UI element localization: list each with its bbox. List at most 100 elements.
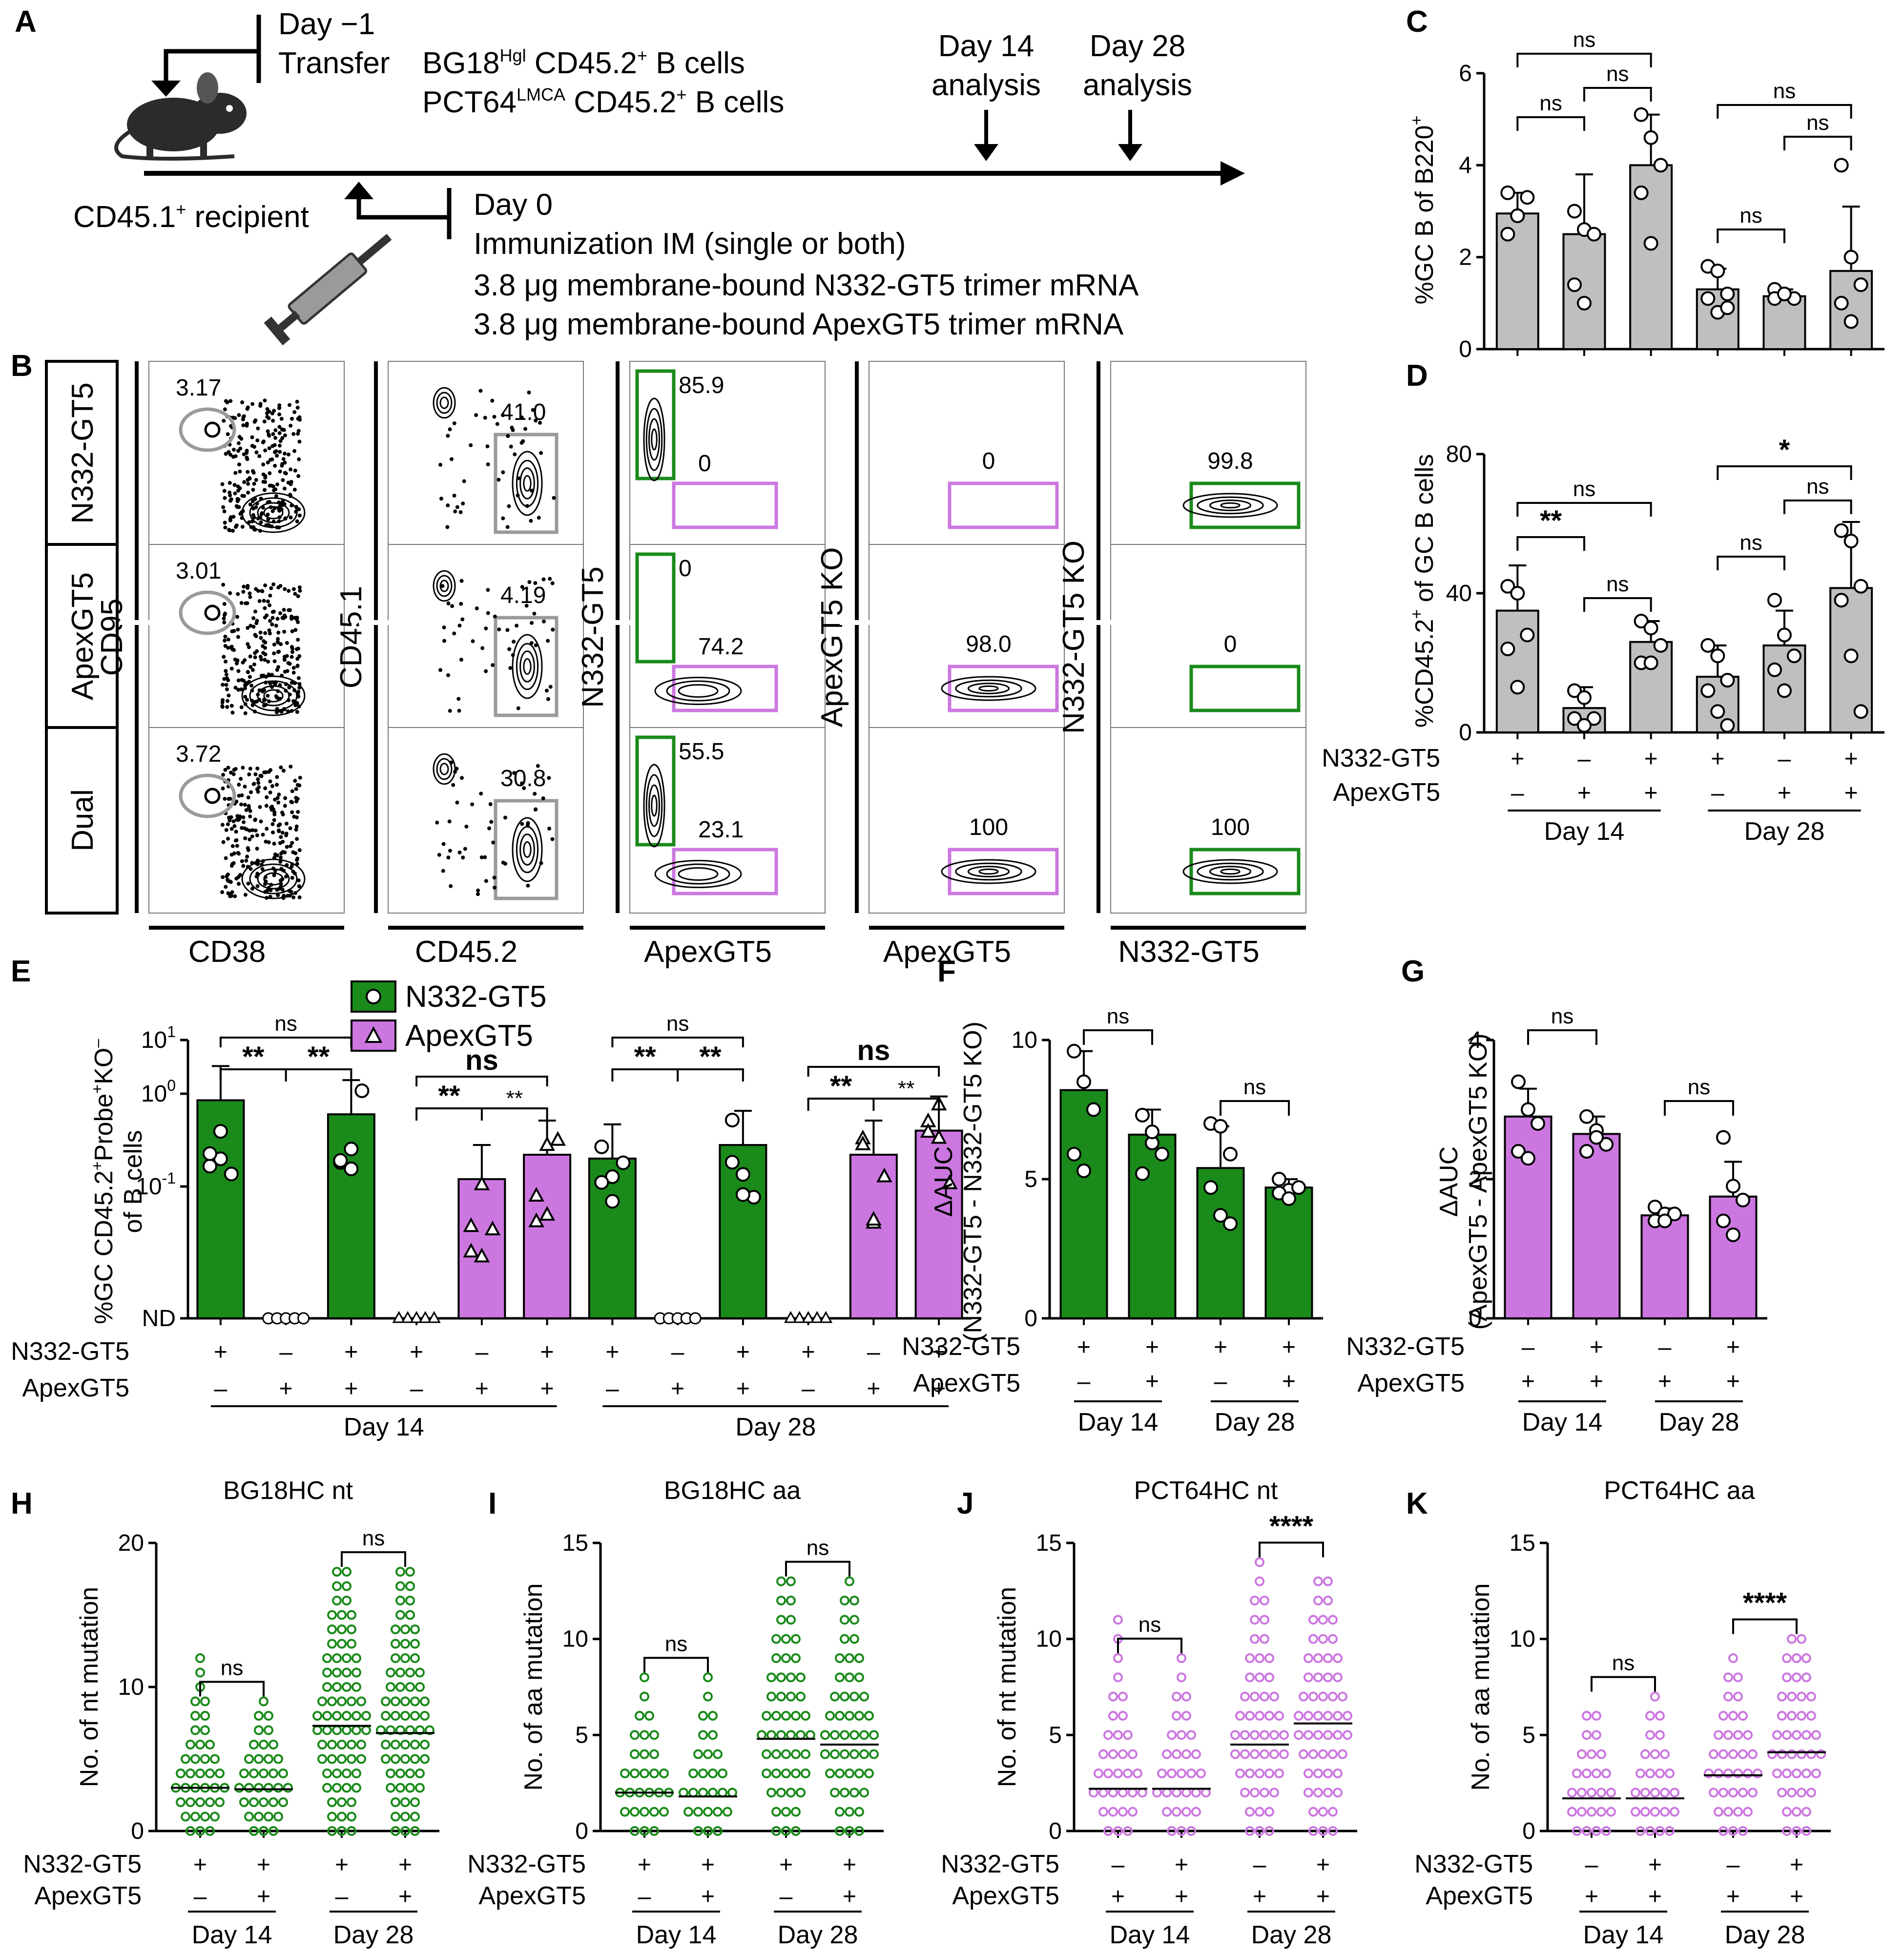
flow-event — [248, 829, 252, 833]
day14-analysis-2: analysis — [931, 68, 1041, 102]
data-point — [1743, 1730, 1753, 1740]
data-point — [1235, 1711, 1245, 1721]
flow-event — [234, 838, 239, 842]
data-point — [1323, 1769, 1333, 1778]
data-point — [405, 1610, 415, 1620]
flow-event — [272, 450, 277, 455]
data-point — [1843, 250, 1859, 265]
data-point — [1567, 683, 1582, 698]
flow-event — [259, 512, 264, 517]
data-point — [1806, 1788, 1816, 1798]
data-point — [620, 1807, 630, 1817]
flow-event — [536, 764, 540, 768]
flow-event — [255, 766, 260, 770]
significance-bracket — [1591, 1676, 1656, 1692]
data-point — [630, 1769, 640, 1778]
data-point — [195, 1769, 205, 1778]
flow-event — [293, 468, 297, 473]
flow-event — [448, 849, 452, 853]
data-point — [1728, 1711, 1738, 1721]
flow-event — [251, 488, 255, 492]
data-point — [1133, 1769, 1142, 1778]
data-point — [801, 1711, 810, 1721]
flow-contour — [257, 868, 290, 890]
flow-contour — [941, 859, 1036, 884]
panel-label-k: K — [1406, 1487, 1428, 1520]
flow-event — [529, 641, 534, 645]
data-point — [322, 1725, 332, 1735]
flow-event — [244, 681, 248, 686]
cells2-sup: LMCA — [517, 84, 565, 104]
flow-event — [459, 579, 464, 583]
data-point — [391, 1740, 400, 1749]
flow-event — [241, 417, 245, 421]
flow-contour — [512, 451, 543, 516]
significance-label: ns — [1688, 1075, 1710, 1099]
flow-event — [279, 416, 284, 421]
ylabel-part: + — [88, 1084, 106, 1094]
data-point — [332, 1653, 342, 1663]
n332-sign: + — [638, 1852, 651, 1878]
n332-sign: + — [1511, 746, 1524, 772]
data-point — [835, 1653, 845, 1663]
data-point — [420, 1696, 430, 1706]
flow-event — [224, 452, 228, 456]
data-point — [1245, 1826, 1255, 1836]
data-point — [528, 1186, 544, 1202]
significance-label: ** — [242, 1041, 265, 1073]
flow-event — [453, 770, 457, 774]
flow-contour — [648, 784, 660, 827]
significance-label: ns — [1551, 1004, 1573, 1028]
ylabel-sup: + — [1407, 116, 1426, 125]
data-point — [1811, 1730, 1821, 1740]
data-point — [1531, 1116, 1545, 1131]
data-point — [342, 1567, 352, 1577]
significance-label: ns — [1107, 1004, 1129, 1028]
flow-event — [289, 467, 293, 472]
flow-event — [461, 855, 465, 860]
flow-event — [297, 895, 302, 899]
flow-event — [457, 624, 462, 628]
data-point — [1328, 1634, 1338, 1644]
flow-plot: 0 — [948, 448, 1059, 529]
data-point — [1601, 1826, 1611, 1836]
flow-event — [256, 426, 260, 431]
data-point — [1181, 1691, 1191, 1702]
flow-event — [273, 852, 277, 856]
flow-event — [513, 452, 517, 457]
row-label-apex: ApexGT5 — [34, 1882, 142, 1910]
data-point — [1510, 586, 1525, 601]
flow-event — [544, 688, 549, 693]
y-tick-label: 5 — [1049, 1722, 1062, 1748]
flow-event — [258, 402, 263, 406]
flow-event — [231, 515, 236, 519]
data-point — [395, 1610, 405, 1620]
flow-event — [256, 790, 260, 794]
flow-event — [275, 775, 279, 779]
apex-sign: + — [1778, 780, 1791, 806]
flow-event — [479, 855, 484, 859]
n332-sign: + — [1077, 1334, 1091, 1360]
data-point — [332, 1725, 342, 1735]
flow-event — [546, 639, 550, 643]
flow-event — [450, 604, 455, 608]
data-point — [1582, 1730, 1592, 1740]
data-point — [1213, 1208, 1228, 1223]
flow-event — [460, 776, 464, 780]
significance-bracket — [1664, 1100, 1734, 1116]
flow-event — [282, 658, 287, 662]
data-point — [635, 1711, 644, 1721]
flow-gate — [494, 616, 559, 717]
data-point — [200, 1754, 210, 1764]
row-label-n332: N332-GT5 — [941, 1850, 1059, 1878]
flow-contour — [204, 788, 221, 804]
flow-event — [297, 884, 301, 889]
flow-event — [286, 480, 290, 485]
flow-event — [261, 440, 265, 444]
data-point — [1843, 314, 1859, 329]
data-point — [1113, 1730, 1123, 1740]
flow-event — [486, 611, 490, 615]
flow-gate-value: 3.01 — [176, 558, 221, 584]
data-point — [200, 1696, 210, 1706]
